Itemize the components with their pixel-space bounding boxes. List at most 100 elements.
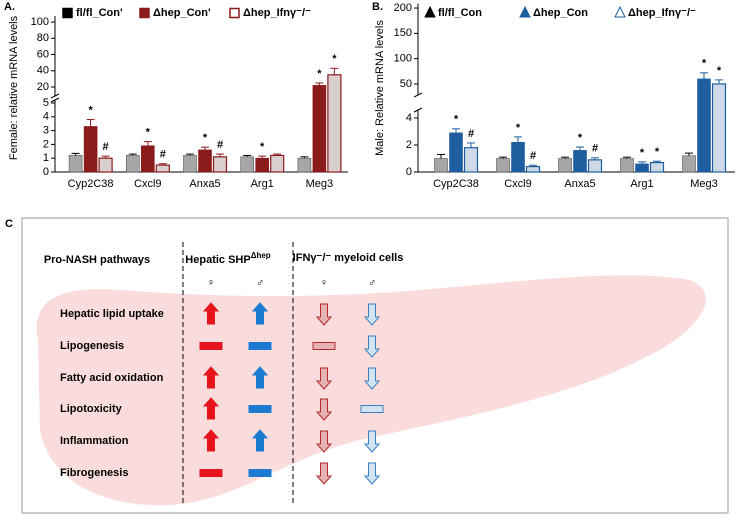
- bar: [525, 166, 541, 173]
- increase-arrow: [202, 429, 220, 452]
- legend-label: Δhep_Ifnγ⁻/⁻: [243, 7, 311, 19]
- significance-mark: *: [516, 122, 521, 134]
- legend-label: fl/fl_Con': [76, 7, 123, 19]
- x-tick-label: Cyp2C38: [68, 178, 114, 190]
- decrease-arrow: [315, 367, 333, 390]
- column-header: IFNγ⁻/⁻ myeloid cells: [293, 252, 404, 264]
- significance-mark: *: [332, 53, 337, 65]
- bar: [449, 132, 463, 173]
- increase-arrow: [251, 302, 269, 325]
- y-tick-label: 40: [37, 65, 49, 77]
- sex-symbol: ♂: [368, 277, 376, 289]
- y-tick-label: 200: [394, 2, 412, 14]
- bar: [83, 126, 98, 173]
- header-text: Hepatic SHP: [185, 254, 250, 266]
- legend-marker: [62, 7, 73, 19]
- bar: [297, 157, 312, 173]
- no-change-icon: [248, 342, 272, 350]
- significance-mark: *: [88, 104, 93, 116]
- bar: [649, 161, 665, 173]
- no-change-icon: [312, 342, 336, 350]
- bar: [635, 163, 649, 173]
- sex-symbol: ♂: [256, 277, 264, 289]
- increase-arrow: [251, 366, 269, 389]
- significance-mark: #: [160, 149, 166, 161]
- increase-arrow: [251, 429, 269, 452]
- significance-mark: *: [260, 141, 265, 153]
- bar: [270, 154, 285, 173]
- legend-marker: [424, 5, 436, 18]
- x-tick-label: Meg3: [690, 178, 718, 190]
- bar: [198, 149, 212, 173]
- significance-mark: #: [530, 150, 536, 162]
- bar: [68, 155, 83, 173]
- significance-mark: #: [592, 143, 598, 155]
- increase-arrow: [202, 366, 220, 389]
- axis-break: [413, 92, 423, 98]
- bar: [496, 158, 510, 173]
- y-axis-title: Female: relative mRNA levels: [8, 15, 20, 160]
- y-tick-label: 2: [406, 139, 412, 151]
- legend-marker: [229, 7, 240, 19]
- x-tick-label: Cxcl9: [504, 178, 532, 190]
- no-change-icon: [360, 405, 384, 413]
- decrease-arrow: [363, 462, 381, 485]
- axis-break: [50, 93, 60, 99]
- legend-label: Δhep_Ifnγ⁻/⁻: [628, 7, 696, 19]
- significance-mark: #: [468, 128, 474, 140]
- significance-mark: #: [217, 139, 223, 151]
- column-header: Hepatic SHPΔhep: [185, 251, 271, 266]
- axis-break: [50, 97, 60, 103]
- bar: [511, 142, 525, 173]
- y-tick-label: 80: [37, 32, 49, 44]
- decrease-arrow: [315, 303, 333, 326]
- significance-mark: *: [717, 65, 722, 77]
- significance-mark: #: [103, 141, 109, 153]
- bar: [558, 158, 572, 173]
- bar: [255, 157, 269, 173]
- x-tick-label: Cxcl9: [134, 178, 162, 190]
- significance-mark: *: [146, 127, 151, 139]
- decrease-arrow: [315, 398, 333, 421]
- y-axis-title: Male: Relative mRNA levels: [374, 20, 386, 156]
- pathway-label: Hepatic lipid uptake: [60, 308, 164, 320]
- legend-label: Δhep_Con': [153, 7, 211, 19]
- y-tick-label: 0: [406, 166, 412, 178]
- panel-label: A.: [4, 1, 15, 13]
- no-change-icon: [199, 342, 223, 350]
- bar: [312, 85, 327, 173]
- decrease-arrow: [363, 335, 381, 358]
- x-tick-label: Meg3: [306, 178, 334, 190]
- significance-mark: *: [317, 68, 322, 80]
- y-tick-label: 5: [43, 97, 49, 109]
- pathway-label: Inflammation: [60, 435, 129, 447]
- no-change-icon: [199, 469, 223, 477]
- panel-label: B.: [372, 1, 383, 13]
- legend-label: fl/fl_Con: [438, 7, 482, 19]
- bar: [240, 156, 254, 173]
- significance-mark: *: [640, 147, 645, 159]
- legend-marker: [519, 5, 531, 18]
- decrease-arrow: [315, 430, 333, 453]
- y-tick-label: 100: [394, 53, 412, 65]
- sex-symbol: ♀: [207, 277, 215, 289]
- legend-marker: [614, 5, 626, 18]
- bar: [126, 155, 140, 173]
- x-tick-label: Anxa5: [189, 178, 220, 190]
- y-tick-label: 4: [406, 112, 412, 124]
- bar: [711, 83, 727, 173]
- legend-marker: [139, 7, 150, 19]
- y-tick-label: 1: [43, 152, 49, 164]
- bar: [620, 158, 634, 173]
- decrease-arrow: [363, 367, 381, 390]
- bar: [183, 155, 197, 173]
- pathway-label: Fibrogenesis: [60, 467, 128, 479]
- y-tick-label: 0: [43, 166, 49, 178]
- bar: [697, 78, 711, 173]
- bar: [155, 164, 170, 173]
- liver-shape: [36, 275, 706, 506]
- axis-break: [413, 107, 423, 113]
- decrease-arrow: [363, 430, 381, 453]
- pathway-label: Lipotoxicity: [60, 403, 123, 415]
- panel-label: C: [5, 218, 13, 230]
